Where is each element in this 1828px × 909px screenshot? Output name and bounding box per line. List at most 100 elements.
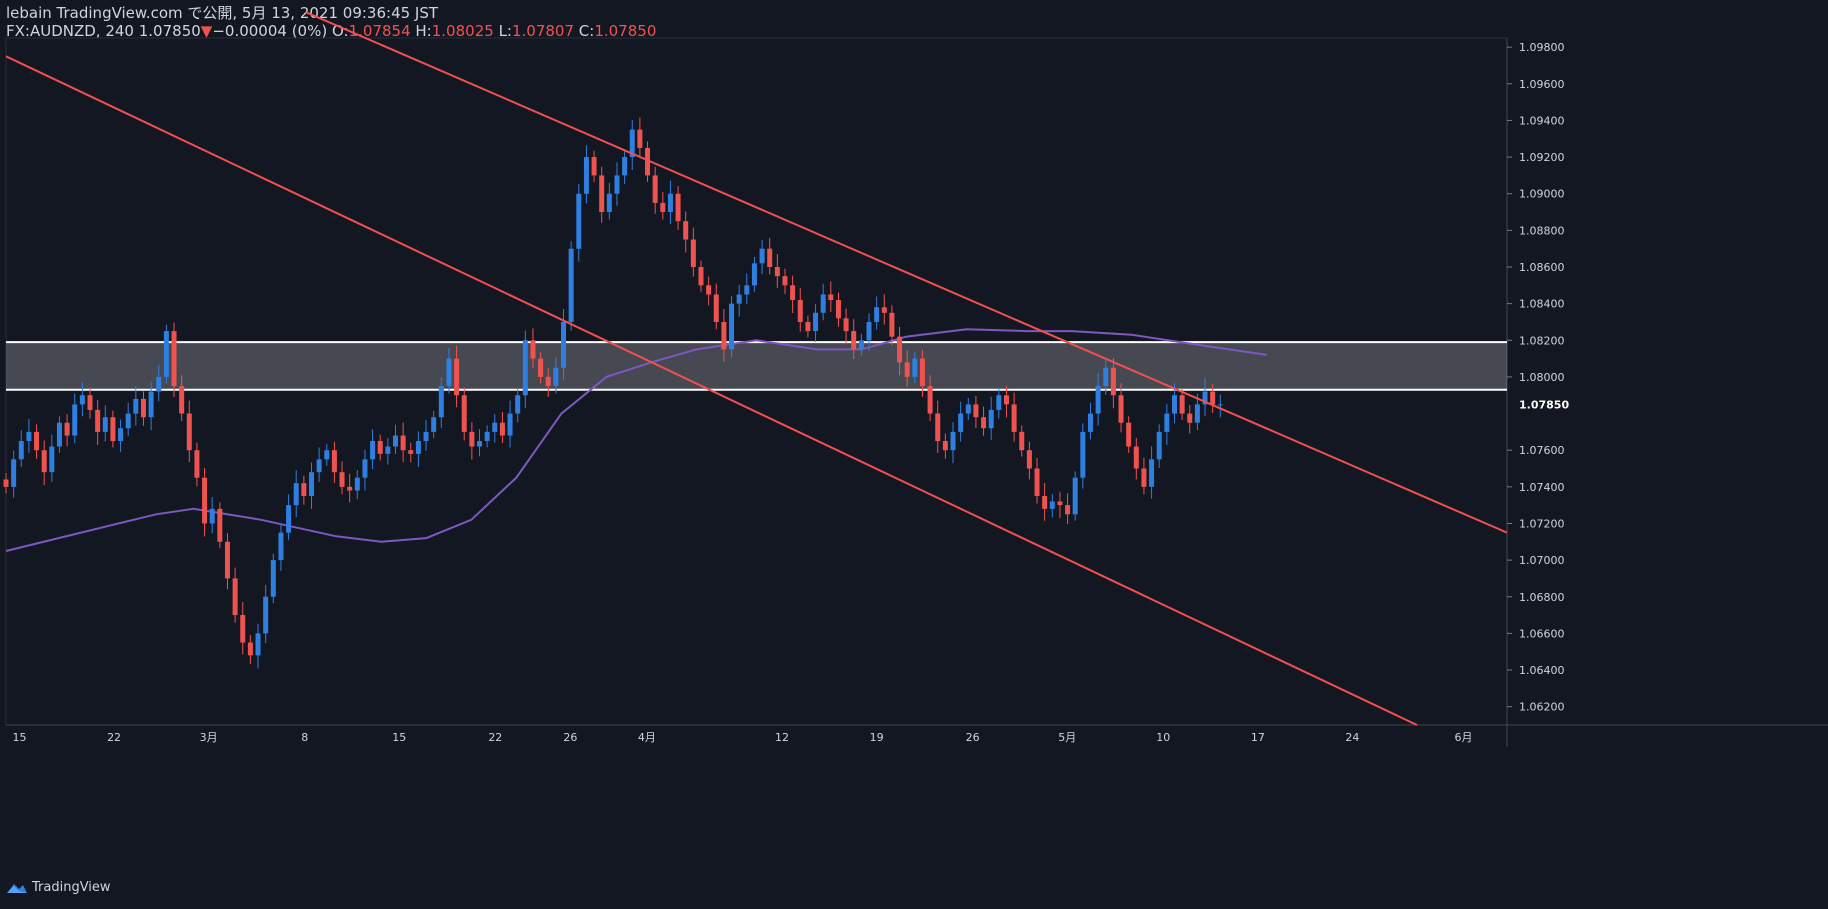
candle-body bbox=[805, 321, 811, 332]
candle-body bbox=[1026, 450, 1032, 469]
candle-body bbox=[767, 248, 773, 267]
candle-body bbox=[461, 395, 467, 432]
candle-body bbox=[958, 413, 964, 432]
candle-body bbox=[675, 193, 681, 222]
candle-body bbox=[919, 358, 925, 387]
candle-body bbox=[874, 307, 880, 322]
candle-body bbox=[1149, 459, 1155, 487]
close-label: C: bbox=[578, 22, 595, 40]
candle-body bbox=[751, 263, 757, 286]
time-tick-label: 6月 bbox=[1454, 731, 1472, 744]
candle-body bbox=[339, 472, 345, 487]
chart-frame bbox=[5, 37, 1828, 747]
symbol-ohlc-line: FX:AUDNZD, 240 1.07850▼−0.00004 (0%) O:1… bbox=[6, 22, 656, 40]
candle-body bbox=[3, 479, 9, 487]
candle-body bbox=[49, 446, 55, 473]
candle-body bbox=[1003, 395, 1009, 405]
time-tick-label: 26 bbox=[563, 731, 577, 744]
candle-body bbox=[477, 441, 483, 447]
candle-body bbox=[683, 221, 689, 240]
candle-body bbox=[912, 358, 918, 377]
candle-body bbox=[629, 129, 635, 158]
candle-body bbox=[583, 157, 589, 194]
candle-body bbox=[660, 202, 666, 213]
time-axis[interactable]: 15 22 3月 8 15 22 26 4月 12 19 26 5月 10 17 24 6月 bbox=[13, 731, 1473, 744]
close-value: 1.07850 bbox=[594, 22, 657, 40]
trendline-upper bbox=[305, 11, 1508, 534]
time-tick-label: 8 bbox=[301, 731, 308, 744]
moving-average-line bbox=[5, 328, 1267, 552]
footer-brand[interactable]: TradingView bbox=[6, 880, 111, 895]
candle-body bbox=[1179, 395, 1185, 414]
price-axis[interactable]: 1.09800 1.09600 1.09400 1.09200 1.09000 1.088… bbox=[1507, 41, 1569, 714]
candle-body bbox=[1034, 468, 1040, 496]
candle-body bbox=[858, 340, 864, 350]
candle-body bbox=[454, 358, 460, 396]
candle-body bbox=[965, 404, 971, 414]
candle-body bbox=[1118, 395, 1124, 423]
candle-body bbox=[706, 285, 712, 295]
low-label: L: bbox=[498, 22, 512, 40]
candle-body bbox=[591, 157, 597, 176]
candle-body bbox=[698, 267, 704, 286]
open-value: 1.07854 bbox=[348, 22, 411, 40]
candle-body bbox=[270, 560, 276, 597]
candle-body bbox=[140, 398, 146, 418]
candle-body bbox=[148, 391, 154, 418]
candle-body bbox=[545, 376, 551, 387]
time-tick-label: 17 bbox=[1251, 731, 1265, 744]
candle-body bbox=[1133, 446, 1139, 469]
candle-body bbox=[797, 299, 803, 322]
candle-body bbox=[729, 303, 735, 350]
low-value: 1.07807 bbox=[511, 22, 575, 40]
candle-body bbox=[18, 441, 24, 460]
candle-body bbox=[125, 413, 131, 429]
candle-body bbox=[1156, 431, 1162, 460]
candle-body bbox=[34, 431, 40, 451]
price-tick-label: 1.06200 bbox=[1519, 701, 1565, 714]
candle-body bbox=[331, 450, 337, 473]
time-tick-label: 26 bbox=[966, 731, 980, 744]
candle-body bbox=[194, 450, 200, 478]
candle-body bbox=[316, 459, 322, 473]
time-tick-label: 15 bbox=[392, 731, 406, 744]
candle-body bbox=[522, 340, 528, 396]
candle-body bbox=[637, 129, 643, 148]
candle-body bbox=[1110, 367, 1116, 396]
price-tick-label: 1.06600 bbox=[1519, 627, 1565, 640]
candle-body bbox=[1194, 404, 1200, 423]
candle-body bbox=[499, 422, 505, 436]
price-tick-label: 1.06400 bbox=[1519, 664, 1565, 677]
candle-body bbox=[553, 367, 559, 387]
price-tick-label: 1.07600 bbox=[1519, 444, 1565, 457]
candle-body bbox=[897, 336, 903, 363]
price-tick-label: 1.06800 bbox=[1519, 591, 1565, 604]
time-tick-label: 5月 bbox=[1058, 731, 1076, 744]
candle-body bbox=[1171, 395, 1177, 414]
candle-body bbox=[561, 321, 567, 368]
time-tick-label: 22 bbox=[488, 731, 502, 744]
candle-body bbox=[171, 331, 177, 387]
candle-body bbox=[889, 312, 895, 337]
candle-body bbox=[820, 294, 826, 313]
down-arrow-icon: ▼ bbox=[200, 22, 213, 40]
candle-body bbox=[721, 321, 727, 350]
trend-channel[interactable] bbox=[5, 11, 1508, 726]
time-tick-label: 24 bbox=[1345, 731, 1359, 744]
candle-body bbox=[469, 431, 475, 447]
candle-body bbox=[759, 248, 765, 264]
price-tick-label: 1.07200 bbox=[1519, 517, 1565, 530]
candle-body bbox=[286, 505, 292, 533]
candle-body bbox=[515, 395, 521, 414]
candle-body bbox=[790, 285, 796, 300]
candle-body bbox=[224, 541, 230, 579]
candle-body bbox=[828, 294, 834, 300]
candle-body bbox=[263, 596, 269, 634]
candle-body bbox=[400, 435, 406, 451]
candle-body bbox=[1042, 496, 1048, 509]
price-tick-label: 1.09000 bbox=[1519, 188, 1565, 201]
time-tick-label: 12 bbox=[775, 731, 789, 744]
symbol-label[interactable]: FX:AUDNZD, 240 bbox=[6, 22, 134, 40]
time-tick-label: 3月 bbox=[200, 731, 218, 744]
